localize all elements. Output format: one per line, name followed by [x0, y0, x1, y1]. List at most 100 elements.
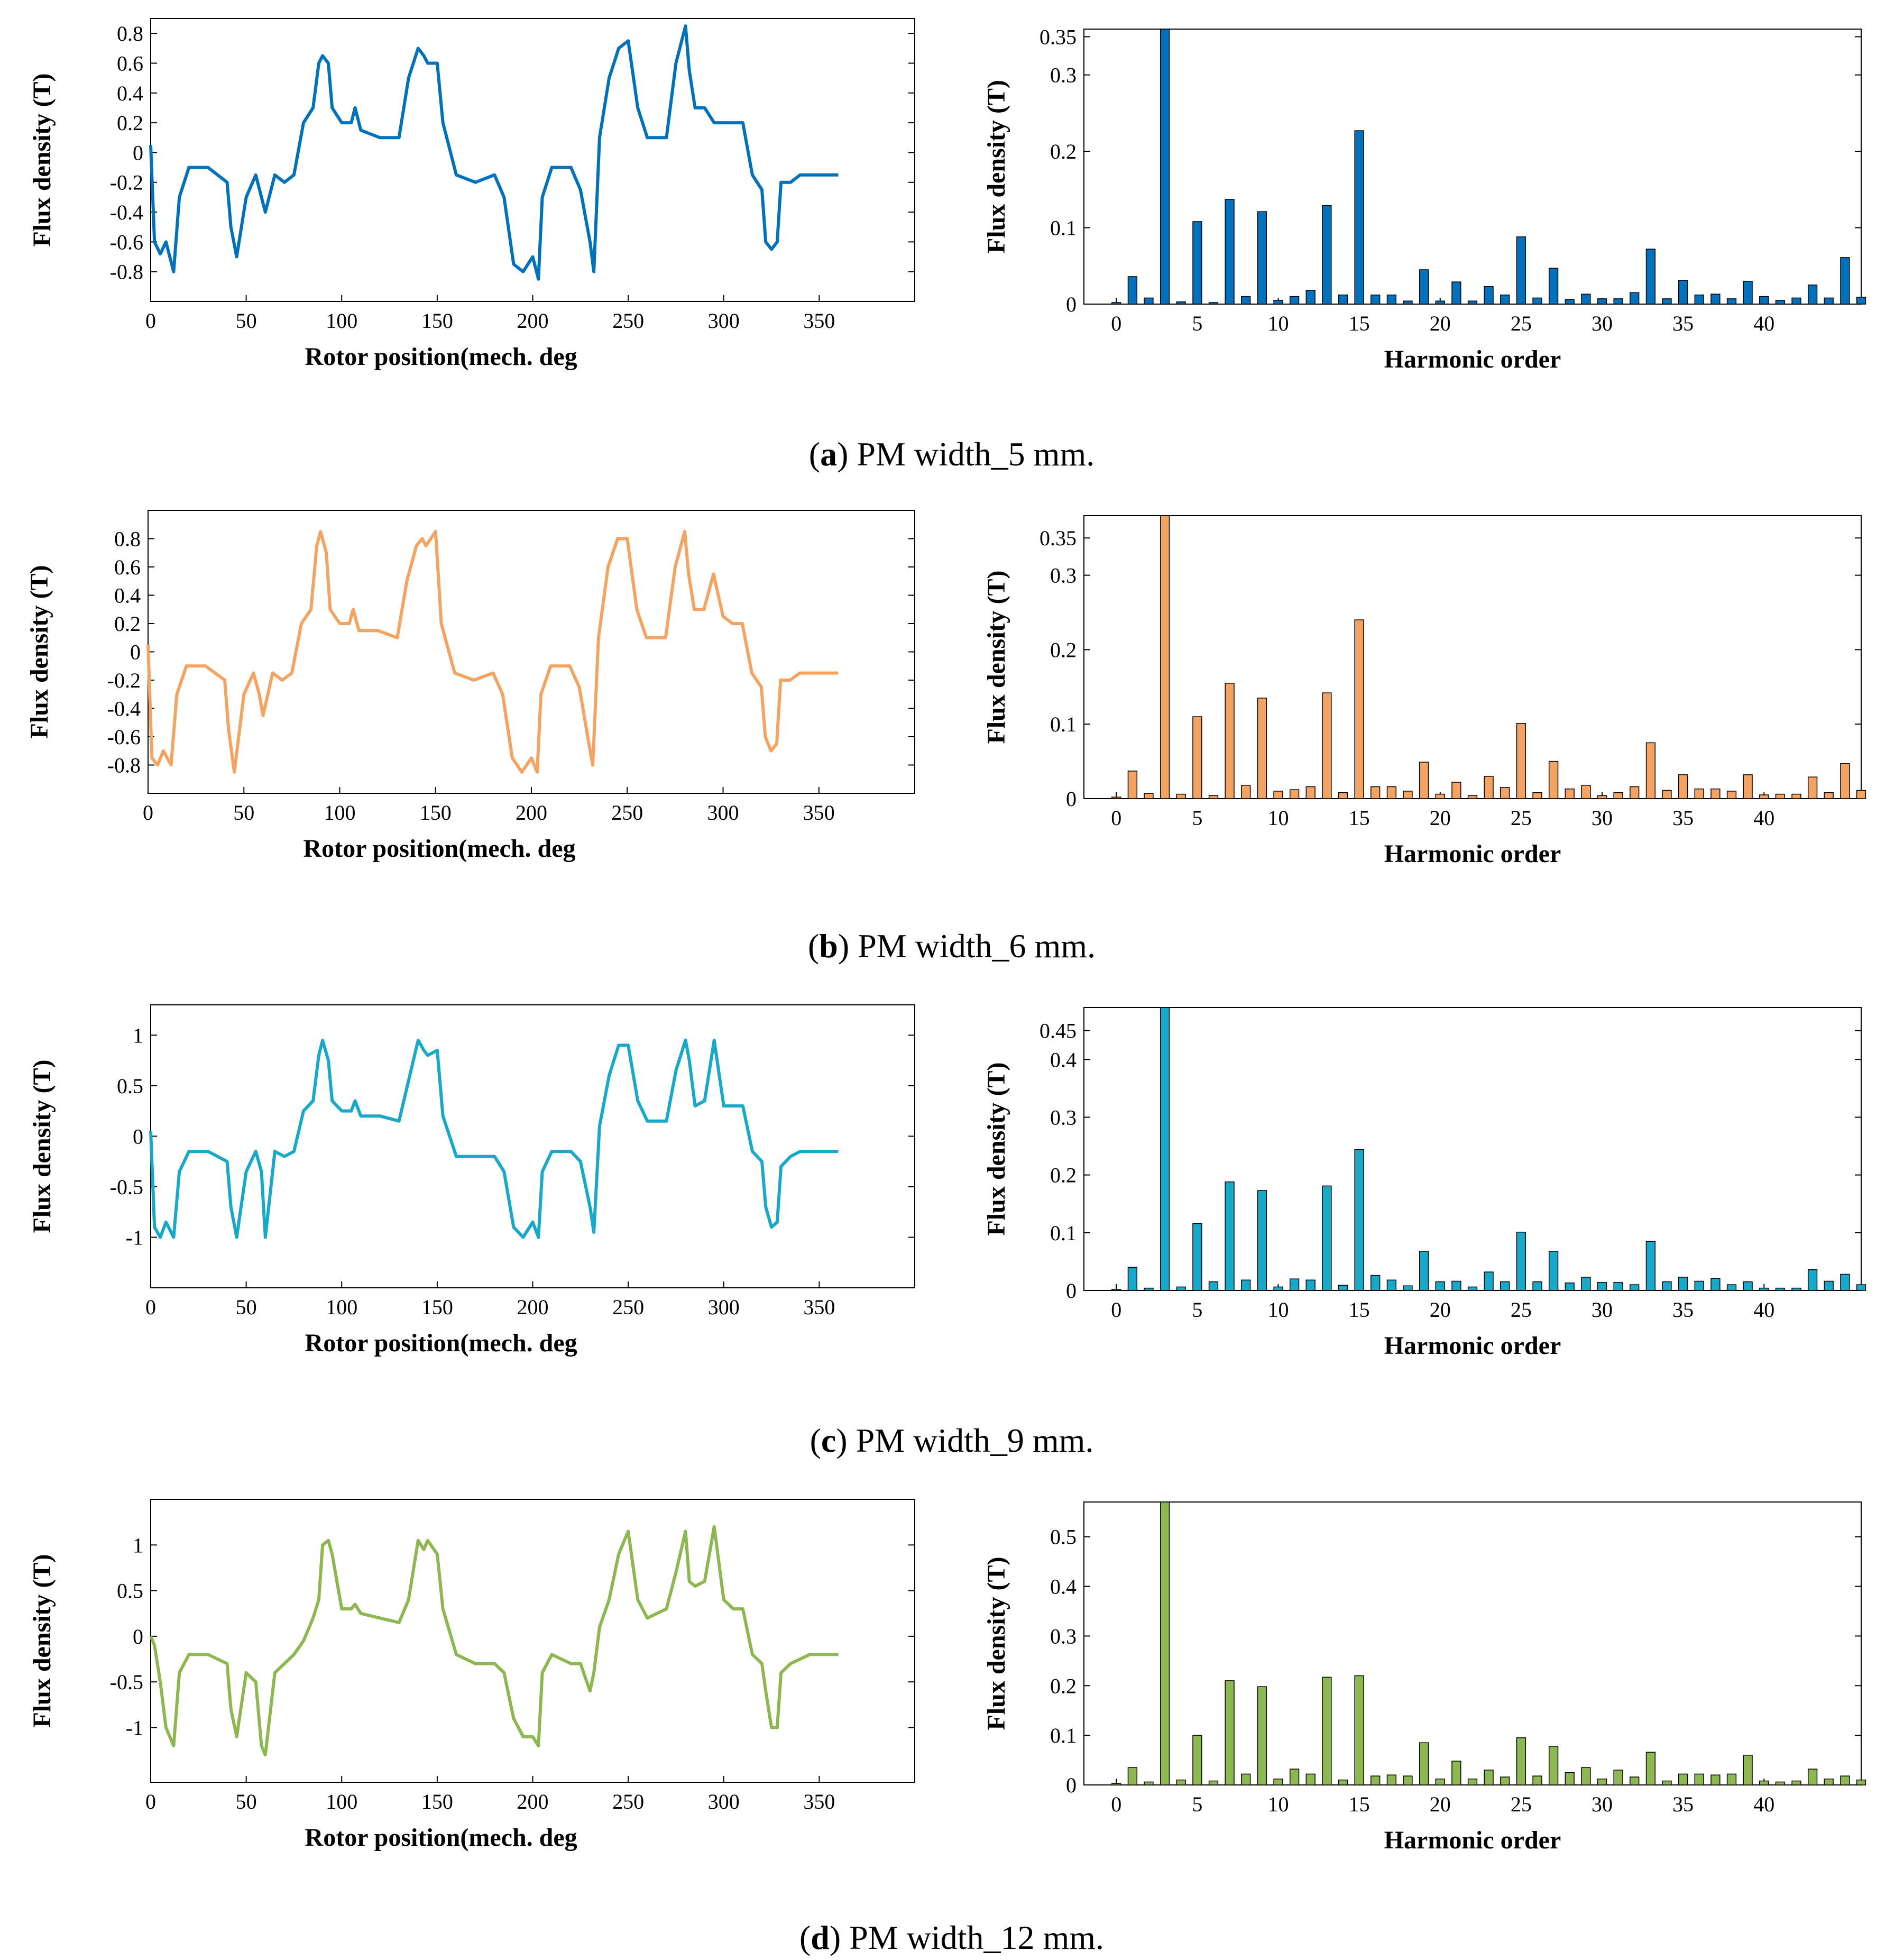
- x-tick-label: 250: [612, 309, 644, 333]
- y-tick-label: 1: [133, 1023, 143, 1047]
- y-tick-label: 0.2: [1050, 1674, 1077, 1698]
- x-tick-label: 50: [233, 801, 254, 825]
- bar-h7: [1225, 1680, 1235, 1785]
- bar-h36: [1694, 1280, 1704, 1291]
- bar-h3: [1160, 515, 1170, 799]
- bar-h42: [1791, 297, 1801, 305]
- plot-frame: [1083, 1501, 1862, 1785]
- chart-d-bar: 0 5 10 15 20 25 30 35 40 0 0.1 0.2 0.3 0.4 0.5 Harmonic…: [982, 1501, 1866, 1854]
- x-tick-label: 0: [143, 801, 153, 825]
- y-tick-label: 0.4: [114, 584, 141, 608]
- bar-h11: [1289, 1278, 1300, 1291]
- caption-c: (c) PM width_9 mm.: [810, 1422, 1094, 1459]
- x-tick-label: 25: [1511, 1298, 1532, 1322]
- y-tick-label: 0.2: [1050, 140, 1077, 163]
- y-axis-label: Flux density (T): [28, 1554, 56, 1727]
- bar-h20: [1435, 793, 1445, 799]
- bar-h14: [1338, 294, 1348, 305]
- bar-h39: [1743, 774, 1753, 799]
- plot-frame: [150, 1499, 915, 1783]
- y-tick-label: 0.2: [117, 111, 143, 135]
- x-tick-label: 0: [145, 309, 156, 333]
- bar-h6: [1208, 795, 1219, 799]
- x-tick-label: 40: [1753, 806, 1774, 830]
- bar-h33: [1645, 1241, 1656, 1291]
- x-tick-label: 150: [421, 309, 453, 333]
- bar-h18: [1403, 791, 1413, 799]
- bar-h1: [1127, 771, 1138, 799]
- y-tick-label: -0.5: [110, 1670, 143, 1694]
- bar-h44: [1824, 1280, 1834, 1291]
- x-tick-label: 350: [803, 1790, 835, 1814]
- bar-h26: [1532, 1775, 1542, 1785]
- x-tick-label: 350: [803, 309, 835, 333]
- bar-h45: [1840, 763, 1850, 799]
- plot-frame: [150, 18, 915, 302]
- bar-h42: [1791, 1780, 1801, 1785]
- bar-h9: [1257, 211, 1267, 305]
- y-tick-label: -0.2: [107, 668, 141, 692]
- bar-h23: [1484, 1271, 1494, 1291]
- bar-h45: [1840, 1274, 1850, 1291]
- bar-h40: [1759, 296, 1769, 305]
- bar-h9: [1257, 698, 1267, 799]
- bar-h43: [1807, 285, 1818, 305]
- x-tick-label: 30: [1592, 1792, 1613, 1816]
- x-tick-label: 350: [803, 801, 835, 825]
- x-tick-label: 250: [612, 1790, 644, 1814]
- bar-h21: [1451, 782, 1461, 799]
- bar-h23: [1484, 286, 1494, 305]
- x-tick-label: 200: [517, 309, 549, 333]
- bar-h5: [1192, 716, 1202, 799]
- y-axis-label: Flux density (T): [25, 565, 53, 738]
- x-tick-label: 30: [1592, 312, 1613, 335]
- y-tick-label: 0.3: [1050, 63, 1077, 87]
- x-tick-label: 35: [1672, 312, 1694, 335]
- bar-h15: [1354, 619, 1364, 799]
- bar-h28: [1565, 1283, 1575, 1291]
- x-tick-label: 250: [611, 801, 643, 825]
- x-tick-label: 10: [1268, 1792, 1289, 1816]
- bar-h21: [1451, 1280, 1461, 1291]
- x-tick-label: 15: [1349, 806, 1370, 830]
- y-tick-label: 0.3: [1050, 1624, 1077, 1648]
- y-tick-label: -0.5: [110, 1175, 143, 1199]
- x-tick-label: 0: [145, 1790, 156, 1814]
- x-axis-label: Harmonic order: [1384, 840, 1561, 868]
- x-tick-label: 35: [1672, 806, 1694, 830]
- x-tick-label: 20: [1430, 806, 1451, 830]
- bar-h3: [1160, 1007, 1170, 1291]
- bar-h17: [1386, 294, 1397, 305]
- bar-h3: [1160, 1501, 1170, 1785]
- y-axis-label: Flux density (T): [982, 1556, 1010, 1730]
- y-axis-label: Flux density (T): [982, 80, 1010, 253]
- bar-h44: [1824, 792, 1834, 799]
- bar-h6: [1208, 302, 1219, 305]
- bar-h39: [1743, 1281, 1753, 1291]
- bar-h22: [1467, 300, 1478, 305]
- x-axis-label: Rotor position(mech. deg: [303, 835, 575, 863]
- y-tick-label: 0: [1066, 1773, 1077, 1797]
- chart-c-line: 0 50 100 150 200 250 300 350 -1 -0.5 0 0.5 1 Rotor po…: [28, 1004, 915, 1357]
- bar-h23: [1484, 1770, 1494, 1785]
- bar-h20: [1435, 1281, 1445, 1291]
- bar-h34: [1662, 1281, 1672, 1291]
- bar-h22: [1467, 1286, 1478, 1291]
- bar-h30: [1597, 298, 1607, 305]
- bar-h11: [1289, 296, 1300, 305]
- bar-h31: [1613, 1281, 1623, 1291]
- bar-h18: [1403, 1285, 1413, 1291]
- y-tick-label: 0.4: [117, 81, 143, 105]
- x-tick-label: 0: [1111, 312, 1121, 335]
- bar-hundefined: [1856, 1284, 1866, 1291]
- charts-layer: 0 50 100 150 200 250 300 350-0.8-0.6-0.4-0.200.…: [25, 18, 1866, 1854]
- bar-h19: [1419, 762, 1429, 799]
- bar-h16: [1370, 786, 1381, 799]
- x-tick-label: 150: [420, 801, 452, 825]
- bar-h19: [1419, 1742, 1429, 1785]
- bar-h19: [1419, 1251, 1429, 1291]
- caption-a: (a) PM width_5 mm.: [809, 435, 1094, 473]
- bar-h5: [1192, 1223, 1202, 1291]
- y-tick-label: 1: [133, 1533, 143, 1557]
- x-tick-label: 100: [326, 1790, 357, 1814]
